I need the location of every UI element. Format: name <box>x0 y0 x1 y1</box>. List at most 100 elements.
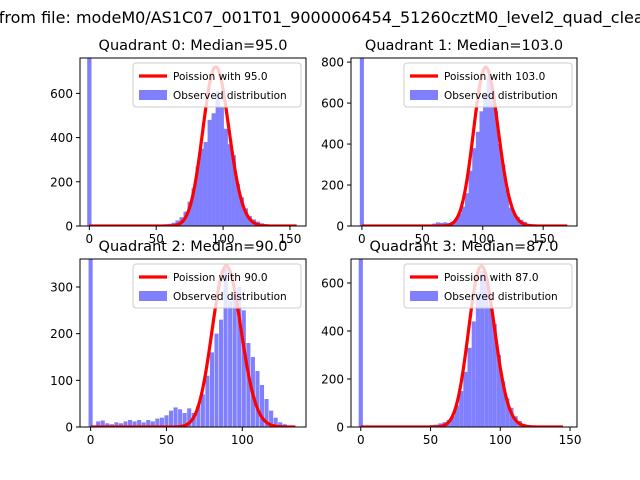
legend: Poission with 103.0 Observed distribution <box>403 62 573 108</box>
histogram-bar <box>227 144 232 226</box>
histogram-bar <box>488 304 493 427</box>
histogram-bar <box>228 301 233 427</box>
histogram-bar <box>96 421 101 427</box>
histogram-bar <box>246 343 251 427</box>
histogram-bar <box>358 259 363 427</box>
legend-bar-swatch <box>139 90 167 100</box>
histogram-bar <box>239 197 244 226</box>
histogram-bar <box>496 355 501 427</box>
legend-label: Poission with 90.0 <box>173 272 268 284</box>
x-tick-label: 150 <box>559 433 582 447</box>
histogram-bar <box>214 333 219 427</box>
axes-frame <box>79 57 307 227</box>
figure-suptitle: Data from file: modeM0/AS1C07_001T01_900… <box>0 8 640 28</box>
histogram-bar <box>486 76 491 226</box>
histogram-bar <box>237 287 242 427</box>
histogram-bar <box>199 148 204 226</box>
histogram-bar <box>450 416 455 427</box>
histogram-bar <box>463 371 468 427</box>
histogram-bar <box>509 407 514 427</box>
histogram-bar <box>200 394 205 427</box>
histogram-bar <box>88 259 93 427</box>
histogram-bar <box>114 422 119 427</box>
histogram-bar <box>100 420 105 427</box>
histogram-bar <box>278 422 283 427</box>
subplot-title: Quadrant 3: Median=87.0 <box>370 239 559 255</box>
axes-frame <box>79 258 307 428</box>
histogram-bar <box>475 131 480 226</box>
histogram-bar <box>468 170 473 226</box>
histogram-bar <box>196 406 201 427</box>
legend-label: Observed distribution <box>173 90 287 102</box>
histogram-bar <box>483 94 488 226</box>
x-tick-label: 150 <box>278 232 301 246</box>
poisson-curve <box>89 65 297 226</box>
histogram-bar <box>490 94 495 226</box>
histogram-bar <box>472 148 477 226</box>
histogram-bar <box>235 184 240 226</box>
histogram-bar <box>475 292 481 427</box>
histogram-bar <box>118 423 124 427</box>
histogram-bar <box>173 407 178 427</box>
histogram-bar <box>505 398 510 427</box>
y-tick-label: 0 <box>336 421 344 435</box>
subplot-title: Quadrant 0: Median=95.0 <box>99 38 288 54</box>
x-tick-label: 150 <box>532 232 555 246</box>
x-tick-label: 50 <box>159 433 174 447</box>
legend-bar-swatch <box>139 291 167 301</box>
histogram-bar <box>504 189 509 226</box>
legend-box <box>403 263 573 309</box>
histogram-bar <box>219 319 224 427</box>
y-tick-label: 200 <box>50 327 73 341</box>
legend-label: Poission with 95.0 <box>173 71 268 83</box>
x-tick-label: 50 <box>423 433 438 447</box>
legend: Poission with 87.0 Observed distribution <box>403 263 573 309</box>
histogram-bar <box>231 155 236 226</box>
legend-bar-swatch <box>410 291 438 301</box>
histogram-bar <box>241 310 246 427</box>
histogram-bar <box>209 352 215 427</box>
subplot-quadrant-0: 0 50 100 150 0 200 400 600 Poission with 95.0 Obs… <box>50 38 307 246</box>
histogram-bar <box>273 417 278 427</box>
y-tick-label: 0 <box>65 220 73 234</box>
legend-label: Observed distribution <box>444 90 558 102</box>
histogram-bar <box>207 119 212 226</box>
histogram-bar <box>105 423 110 427</box>
histogram-bar <box>497 144 502 226</box>
y-tick-label: 200 <box>50 175 73 189</box>
histogram-bar <box>203 142 208 226</box>
histogram-bar <box>269 410 274 427</box>
y-tick-label: 400 <box>50 131 73 145</box>
histogram-bar <box>178 409 183 427</box>
x-tick-label: 100 <box>489 433 512 447</box>
histogram-bar <box>471 321 476 427</box>
subplot-title: Quadrant 2: Median=90.0 <box>99 239 288 255</box>
x-tick-label: 0 <box>86 232 94 246</box>
histogram-bar <box>255 371 260 427</box>
histogram-bar <box>215 91 220 226</box>
y-tick-label: 100 <box>50 374 73 388</box>
axes-frame <box>350 258 578 428</box>
plot-area <box>88 259 296 427</box>
histogram-bar <box>512 213 517 226</box>
legend-box <box>132 263 302 309</box>
histogram-bar <box>467 347 472 427</box>
subplot-quadrant-1: 0 50 100 150 0 200 400 600 800 Poission with 103.… <box>321 38 578 246</box>
y-tick-label: 200 <box>321 373 344 387</box>
histogram-bar <box>264 399 269 427</box>
histogram-bar <box>461 206 466 226</box>
subplot-grid: 0 50 100 150 0 200 400 600 Poission with 95.0 Obs… <box>50 38 581 447</box>
x-tick-label: 50 <box>149 232 164 246</box>
histogram-bar <box>205 375 210 427</box>
histogram-bar <box>232 291 237 427</box>
histogram-bar <box>223 268 228 427</box>
histogram-bar <box>187 201 192 226</box>
plot-area <box>87 58 297 226</box>
legend-box <box>403 62 573 108</box>
histogram-bar <box>500 381 506 427</box>
histogram-bar <box>459 391 464 427</box>
histogram-bar <box>480 271 485 427</box>
x-tick-label: 0 <box>87 433 95 447</box>
histogram-bar <box>219 106 224 226</box>
